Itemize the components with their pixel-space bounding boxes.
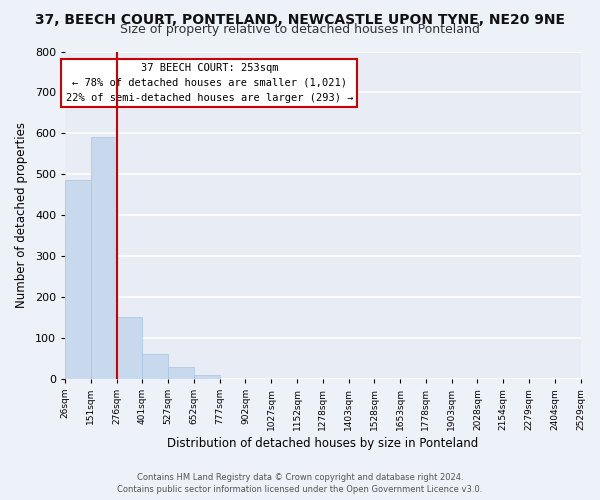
Text: Size of property relative to detached houses in Ponteland: Size of property relative to detached ho…: [120, 22, 480, 36]
Bar: [194, 375, 220, 379]
Y-axis label: Number of detached properties: Number of detached properties: [15, 122, 28, 308]
Bar: [168, 366, 194, 379]
Bar: [65, 180, 91, 379]
Text: Contains HM Land Registry data © Crown copyright and database right 2024.
Contai: Contains HM Land Registry data © Crown c…: [118, 472, 482, 494]
Bar: [91, 136, 116, 379]
Text: 37, BEECH COURT, PONTELAND, NEWCASTLE UPON TYNE, NE20 9NE: 37, BEECH COURT, PONTELAND, NEWCASTLE UP…: [35, 12, 565, 26]
Bar: [116, 316, 142, 379]
Bar: [142, 354, 168, 379]
Text: 37 BEECH COURT: 253sqm
← 78% of detached houses are smaller (1,021)
22% of semi-: 37 BEECH COURT: 253sqm ← 78% of detached…: [65, 63, 353, 102]
X-axis label: Distribution of detached houses by size in Ponteland: Distribution of detached houses by size …: [167, 437, 478, 450]
